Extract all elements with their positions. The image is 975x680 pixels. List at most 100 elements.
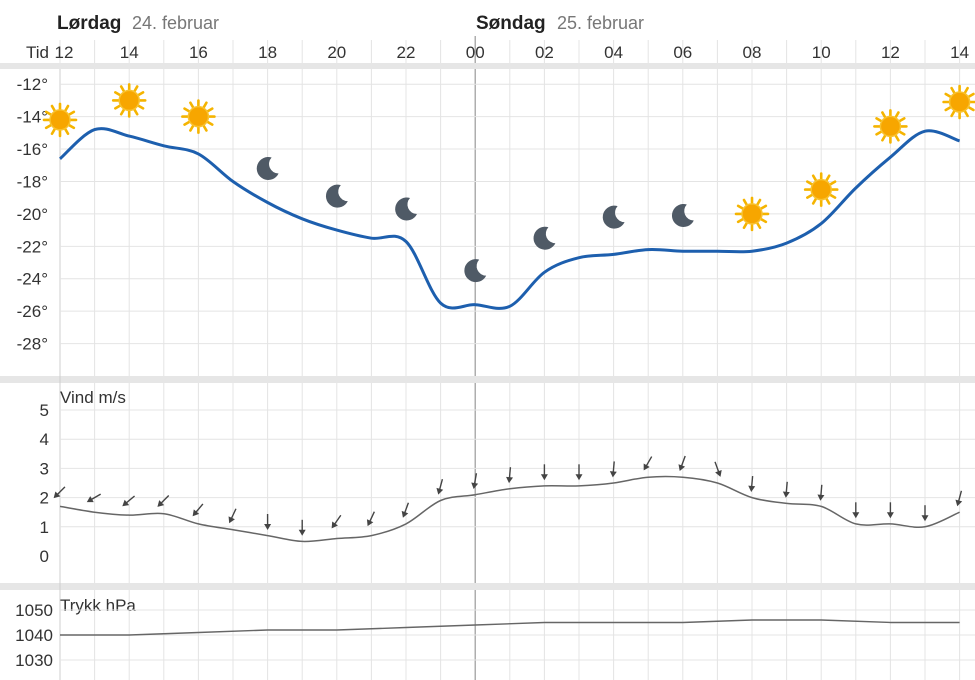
wind-arrow-icon xyxy=(157,495,170,507)
separator-bar xyxy=(0,583,975,590)
hour-tick-label: 06 xyxy=(673,43,692,62)
wind-arrow-icon xyxy=(436,478,444,495)
day-label-sunday: Søndag xyxy=(476,13,546,34)
wind-arrow-head xyxy=(401,510,409,518)
sun-ray xyxy=(132,85,139,94)
moon-crescent xyxy=(533,226,556,250)
hour-tick-label: 18 xyxy=(258,43,277,62)
wind-tick-label: 2 xyxy=(40,489,49,508)
moon-crescent xyxy=(395,197,417,221)
wind-arrow-shaft xyxy=(438,478,444,491)
hour-tick-label: 22 xyxy=(397,43,416,62)
temperature-line xyxy=(58,127,961,310)
sun-icon xyxy=(734,196,770,232)
sun-ray xyxy=(202,101,208,110)
wind-arrow-head xyxy=(955,499,963,507)
sun-disc xyxy=(187,105,210,128)
wind-arrow-icon xyxy=(575,464,583,481)
pressure-tick-label: 1030 xyxy=(15,651,53,670)
moon-crescent xyxy=(671,203,694,227)
sun-ray xyxy=(950,109,956,118)
sun-ray xyxy=(63,127,70,136)
sun-ray xyxy=(824,196,831,205)
wind-arrow-head xyxy=(782,491,790,498)
temp-tick-label: -22° xyxy=(17,237,48,256)
wind-arrow-icon xyxy=(506,467,514,484)
sun-ray xyxy=(811,174,818,183)
sun-ray xyxy=(824,174,831,183)
wind-arrow-icon xyxy=(921,505,929,522)
sun-ray xyxy=(50,127,57,136)
wind-arrow-icon xyxy=(298,519,306,536)
wind-arrow-head xyxy=(678,464,686,472)
wind-arrow-head xyxy=(609,471,617,478)
sun-ray xyxy=(63,104,70,113)
sun-ray xyxy=(189,123,195,132)
sun-ray xyxy=(183,120,192,126)
moon-crescent xyxy=(256,156,279,180)
wind-arrow-icon xyxy=(86,493,102,503)
wind-arrow-head xyxy=(331,521,338,529)
sun-ray xyxy=(205,107,214,113)
wind-arrow-head xyxy=(366,519,374,527)
pressure-line xyxy=(60,619,960,636)
wind-arrow-head xyxy=(436,487,444,495)
hour-tick-label: 00 xyxy=(466,43,485,62)
day-date-saturday: 24. februar xyxy=(132,13,219,33)
sun-ray xyxy=(966,105,975,112)
sun-ray xyxy=(759,204,768,211)
sun-ray xyxy=(136,91,145,97)
sun-ray xyxy=(828,180,837,186)
moon-icon xyxy=(464,259,487,283)
temp-tick-label: -24° xyxy=(17,270,48,289)
pressure-panel: Trykk hPa 1050 1040 1030 xyxy=(15,596,975,670)
sun-disc xyxy=(948,91,971,113)
sun-disc xyxy=(879,115,902,138)
temp-tick-label: -14° xyxy=(17,108,48,127)
sun-ray xyxy=(202,123,208,132)
moon-crescent xyxy=(602,205,625,229)
wind-arrow-icon xyxy=(471,473,479,489)
sun-ray xyxy=(742,198,749,207)
temp-tick-label: -28° xyxy=(17,335,48,354)
hour-tick-label: 04 xyxy=(604,43,623,62)
sun-ray xyxy=(205,120,214,126)
day-label-saturday: Lørdag xyxy=(57,13,121,34)
hour-tick-label: 12 xyxy=(881,43,900,62)
wind-tick-label: 4 xyxy=(40,430,49,449)
wind-arrow-head xyxy=(540,474,548,481)
wind-arrow-icon xyxy=(886,502,894,519)
wind-arrow-icon xyxy=(817,484,825,501)
moon-crescent xyxy=(325,184,348,208)
wind-arrow-icon xyxy=(714,461,722,477)
wind-arrow-head xyxy=(643,463,650,471)
sun-ray xyxy=(736,204,745,211)
wind-arrow-icon xyxy=(852,502,860,519)
sun-ray xyxy=(944,92,953,99)
hour-tick-label: 14 xyxy=(950,43,969,62)
sun-ray xyxy=(119,107,126,116)
wind-arrow-shaft xyxy=(194,503,204,514)
moon-icon xyxy=(602,205,625,229)
hour-tick-label: 08 xyxy=(743,43,762,62)
separator-bar xyxy=(0,63,975,69)
sun-ray xyxy=(806,193,814,199)
wind-speed-line xyxy=(59,475,960,543)
wind-arrow-shaft xyxy=(55,486,66,496)
wind-arrow-head xyxy=(886,512,894,519)
wind-arrow-icon xyxy=(678,455,686,472)
sun-ray xyxy=(828,193,837,199)
wind-arrow-shaft xyxy=(957,490,963,503)
wind-tick-label: 5 xyxy=(40,401,49,420)
hour-tick-label: 14 xyxy=(120,43,139,62)
sun-ray xyxy=(114,91,122,97)
wind-arrow-head xyxy=(575,474,583,481)
wind-arrow-icon xyxy=(609,461,617,478)
wind-arrow-head xyxy=(157,500,165,507)
sun-ray xyxy=(806,180,814,186)
wind-arrow-head xyxy=(852,512,860,519)
sun-ray xyxy=(875,130,884,136)
sun-ray xyxy=(44,110,53,117)
sun-ray xyxy=(44,123,53,130)
